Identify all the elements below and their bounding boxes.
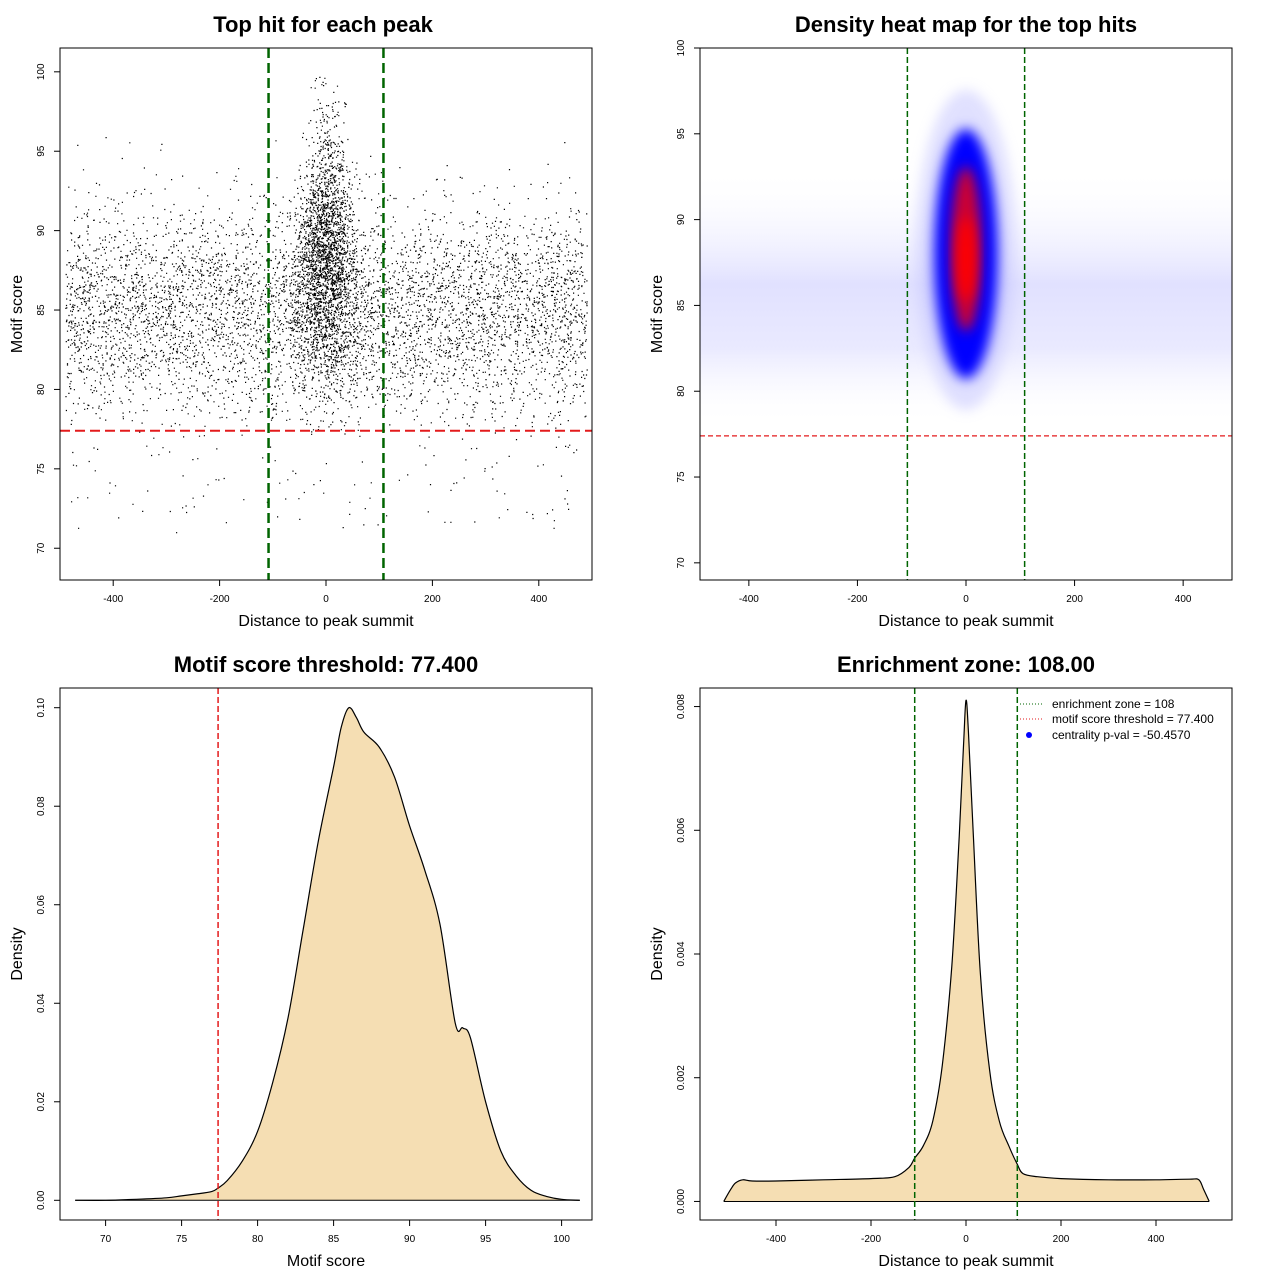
- panel2-x-tick-label: -400: [739, 594, 759, 605]
- panel1-y-tick-label: 85: [36, 304, 47, 316]
- panel4-title: Enrichment zone: 108.00: [837, 652, 1095, 677]
- panel2-heat: [700, 89, 1232, 426]
- panel3-title: Motif score threshold: 77.400: [174, 652, 478, 677]
- panel1-y-tick-label: 80: [36, 383, 47, 395]
- panel2-x-tick-label: 200: [1066, 594, 1083, 605]
- panel4-y-tick-label: 0.004: [676, 941, 687, 966]
- legend-threshold-label: motif score threshold = 77.400: [1052, 712, 1214, 726]
- panel4-xlabel: Distance to peak summit: [878, 1253, 1054, 1270]
- panel1-x-tick-label: 0: [323, 594, 329, 605]
- panel3-x-tick-label: 95: [480, 1234, 492, 1245]
- panel2-y-ticks: 70 75 80 85 90 95 100: [676, 39, 701, 569]
- panel3-x-tick-label: 100: [553, 1234, 570, 1245]
- panel1-reference-lines: [60, 48, 592, 580]
- panel3-x-tick-label: 80: [252, 1234, 264, 1245]
- panel2-y-tick-label: 85: [676, 299, 687, 311]
- panel3-y-tick-label: 0.10: [36, 698, 47, 718]
- panel3-ylabel: Density: [9, 927, 26, 980]
- panel1-y-tick-label: 70: [36, 542, 47, 554]
- panel1-y-ticks: 70 75 80 85 90 95 100: [36, 63, 61, 554]
- panel4-y-tick-label: 0.006: [676, 817, 687, 842]
- panel4-x-tick-label: 0: [963, 1234, 969, 1245]
- panel1-y-tick-label: 90: [36, 225, 47, 237]
- panel1-xlabel: Distance to peak summit: [238, 613, 414, 630]
- panel1-x-tick-label: -200: [210, 594, 230, 605]
- panel3-x-ticks: 70 75 80 85 90 95 100: [100, 1219, 570, 1245]
- panel1-x-tick-label: 400: [530, 594, 547, 605]
- panel4-x-tick-label: 200: [1053, 1234, 1070, 1245]
- panel1-ylabel: Motif score: [9, 275, 26, 353]
- panel1-y-tick-label: 95: [36, 145, 47, 157]
- panel4-area: [723, 699, 1210, 1202]
- density-curve: [723, 699, 1210, 1202]
- panel3-y-tick-label: 0.00: [36, 1190, 47, 1210]
- panel4-x-tick-label: -400: [766, 1234, 786, 1245]
- panel4-ylabel: Density: [649, 927, 666, 980]
- panel1-points: [65, 76, 588, 534]
- panel4-y-tick-label: 0.000: [676, 1188, 687, 1213]
- density-fill: [723, 700, 1210, 1202]
- panel2-reference-lines: [700, 48, 1232, 580]
- panel2-ylabel: Motif score: [649, 275, 666, 353]
- legend-pval-label: centrality p-val = -50.4570: [1052, 728, 1191, 742]
- panel2-y-tick-label: 80: [676, 385, 687, 397]
- panel-density-heatmap: Density heat map for the top hits -400 -2…: [649, 12, 1233, 630]
- panel3-xlabel: Motif score: [287, 1253, 365, 1270]
- panel-score-density: Motif score threshold: 77.400 70 75 80 85 90…: [9, 652, 593, 1270]
- panel2-y-tick-label: 100: [676, 39, 687, 56]
- panel4-y-ticks: 0.000 0.002 0.004 0.006 0.008: [676, 694, 701, 1214]
- legend-pval-point: [1026, 732, 1032, 738]
- panel2-x-tick-label: 400: [1175, 594, 1192, 605]
- panel3-x-tick-label: 75: [176, 1234, 188, 1245]
- panel3-y-tick-label: 0.02: [36, 1092, 47, 1112]
- panel2-y-tick-label: 95: [676, 128, 687, 140]
- panel2-heat-layer: [700, 89, 1232, 426]
- panel3-area: [75, 706, 580, 1201]
- panel4-legend: enrichment zone = 108 motif score thresh…: [1020, 697, 1214, 742]
- heat-peak: [957, 216, 975, 301]
- panel-top-hit-scatter: Top hit for each peak -400 -200 0 200 400 70…: [9, 12, 593, 630]
- legend-zone-label: enrichment zone = 108: [1052, 697, 1175, 711]
- density-fill: [75, 707, 580, 1201]
- panel3-x-tick-label: 85: [328, 1234, 340, 1245]
- panel1-x-ticks: -400 -200 0 200 400: [103, 579, 548, 605]
- scatter-points: [65, 76, 588, 534]
- density-curve: [75, 706, 580, 1201]
- panel4-y-tick-label: 0.002: [676, 1065, 687, 1090]
- panel2-x-ticks: -400 -200 0 200 400: [739, 579, 1192, 605]
- panel4-x-ticks: -400 -200 0 200 400: [766, 1219, 1165, 1245]
- panel3-x-tick-label: 70: [100, 1234, 112, 1245]
- panel2-y-tick-label: 75: [676, 471, 687, 483]
- panel1-title: Top hit for each peak: [213, 12, 433, 37]
- panel4-y-tick-label: 0.008: [676, 694, 687, 719]
- panel2-x-tick-label: 0: [963, 594, 969, 605]
- panel4-x-tick-label: -200: [861, 1234, 881, 1245]
- panel3-y-tick-label: 0.04: [36, 993, 47, 1013]
- panel2-xlabel: Distance to peak summit: [878, 613, 1054, 630]
- panel-enrichment-density: Enrichment zone: 108.00 -400 -200 0 200 400 …: [649, 652, 1233, 1270]
- panel3-y-tick-label: 0.08: [36, 796, 47, 816]
- panel1-x-tick-label: -400: [103, 594, 123, 605]
- panel3-x-tick-label: 90: [404, 1234, 416, 1245]
- panel4-x-tick-label: 400: [1148, 1234, 1165, 1245]
- panel2-y-tick-label: 90: [676, 214, 687, 226]
- panel4-reference-lines: [913, 688, 1019, 1220]
- panel1-x-tick-label: 200: [424, 594, 441, 605]
- panel2-y-tick-label: 70: [676, 557, 687, 569]
- panel1-y-tick-label: 100: [36, 63, 47, 80]
- panel2-title: Density heat map for the top hits: [795, 12, 1137, 37]
- panel3-y-tick-label: 0.06: [36, 895, 47, 915]
- panel2-x-tick-label: -200: [847, 594, 867, 605]
- panel1-y-tick-label: 75: [36, 463, 47, 475]
- panel3-y-ticks: 0.00 0.02 0.04 0.06 0.08 0.10: [36, 698, 61, 1210]
